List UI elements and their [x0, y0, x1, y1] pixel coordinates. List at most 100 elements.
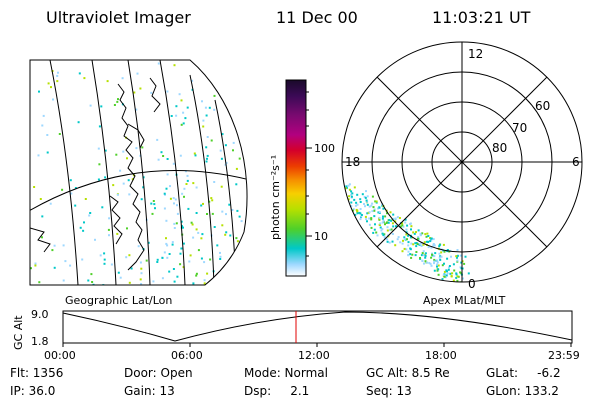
- emission-pixel: [156, 138, 159, 141]
- emission-pixel: [176, 212, 179, 215]
- emission-pixel: [355, 208, 358, 211]
- emission-pixel: [410, 256, 413, 259]
- emission-pixel: [407, 241, 410, 244]
- emission-pixel: [443, 270, 446, 273]
- emission-pixel: [205, 146, 208, 149]
- emission-pixel: [140, 198, 143, 201]
- emission-pixel: [375, 231, 378, 234]
- emission-pixel: [240, 281, 243, 284]
- date-label: 11 Dec 00: [276, 8, 358, 27]
- emission-pixel: [426, 232, 429, 235]
- emission-pixel: [190, 221, 193, 224]
- emission-pixel: [99, 254, 102, 257]
- emission-pixel: [235, 183, 238, 186]
- emission-pixel: [398, 217, 401, 219]
- emission-pixel: [343, 194, 346, 197]
- colorbar-ticks: [306, 91, 312, 257]
- emission-pixel: [135, 108, 138, 111]
- emission-pixel: [421, 252, 424, 255]
- geo-panel-border: [29, 59, 248, 286]
- emission-pixel: [440, 251, 443, 254]
- emission-pixel: [221, 224, 224, 227]
- emission-pixel: [430, 239, 433, 242]
- emission-pixel: [425, 235, 428, 238]
- emission-pixel: [461, 277, 464, 280]
- emission-pixel: [182, 111, 185, 114]
- emission-pixel: [459, 254, 462, 257]
- geo-emission-speckle: [30, 61, 247, 285]
- emission-pixel: [438, 245, 441, 248]
- emission-pixel: [456, 256, 458, 259]
- polar-panel-label: Apex MLat/MLT: [423, 294, 506, 307]
- emission-pixel: [359, 208, 362, 210]
- emission-pixel: [239, 131, 242, 134]
- status-mode: Mode: Normal: [244, 366, 328, 380]
- emission-pixel: [69, 179, 72, 182]
- emission-pixel: [380, 229, 383, 232]
- emission-pixel: [433, 260, 436, 263]
- emission-pixel: [104, 149, 107, 152]
- emission-pixel: [459, 271, 462, 274]
- emission-pixel: [456, 259, 459, 262]
- emission-pixel: [210, 139, 213, 142]
- emission-pixel: [406, 224, 409, 227]
- emission-pixel: [371, 210, 374, 213]
- emission-pixel: [172, 197, 175, 200]
- emission-pixel: [208, 106, 211, 109]
- status-flight: Flt: 1356: [10, 366, 64, 380]
- emission-pixel: [403, 236, 406, 239]
- emission-pixel: [381, 217, 384, 220]
- lat-label-70: 70: [512, 121, 527, 135]
- emission-pixel: [220, 185, 223, 188]
- emission-pixel: [112, 184, 115, 187]
- emission-pixel: [195, 186, 198, 189]
- emission-pixel: [446, 249, 449, 251]
- emission-pixel: [429, 262, 432, 265]
- emission-pixel: [206, 272, 209, 275]
- emission-pixel: [376, 234, 379, 237]
- emission-pixel: [38, 281, 41, 284]
- emission-pixel: [347, 184, 350, 187]
- emission-pixel: [38, 90, 40, 93]
- emission-pixel: [438, 252, 441, 255]
- emission-pixel: [344, 187, 347, 190]
- emission-pixel: [209, 258, 212, 261]
- emission-pixel: [423, 262, 425, 265]
- emission-pixel: [451, 272, 454, 275]
- emission-pixel: [235, 72, 238, 75]
- emission-pixel: [411, 253, 414, 256]
- emission-pixel: [186, 174, 189, 177]
- altitude-axis-label: GC Alt: [12, 315, 25, 350]
- emission-pixel: [442, 274, 445, 277]
- emission-pixel: [175, 105, 178, 108]
- emission-pixel: [224, 144, 227, 147]
- emission-pixel: [53, 244, 56, 247]
- emission-pixel: [175, 222, 178, 225]
- emission-pixel: [237, 260, 239, 263]
- emission-pixel: [381, 221, 384, 224]
- emission-pixel: [439, 255, 442, 258]
- emission-pixel: [239, 251, 242, 254]
- emission-pixel: [150, 91, 153, 94]
- emission-pixel: [420, 254, 423, 257]
- emission-pixel: [88, 214, 91, 217]
- emission-pixel: [442, 243, 445, 246]
- emission-pixel: [219, 149, 222, 152]
- emission-pixel: [181, 225, 183, 228]
- emission-pixel: [364, 196, 367, 199]
- emission-pixel: [92, 283, 95, 285]
- emission-pixel: [235, 237, 238, 240]
- emission-pixel: [222, 86, 225, 89]
- emission-pixel: [401, 242, 404, 245]
- emission-pixel: [192, 182, 195, 185]
- emission-pixel: [350, 212, 353, 215]
- emission-pixel: [419, 257, 421, 259]
- emission-pixel: [382, 219, 385, 222]
- emission-pixel: [453, 269, 456, 272]
- emission-pixel: [402, 225, 405, 228]
- emission-pixel: [399, 241, 402, 244]
- emission-pixel: [61, 188, 64, 191]
- emission-pixel: [422, 254, 425, 257]
- emission-pixel: [213, 226, 216, 228]
- emission-pixel: [74, 187, 77, 189]
